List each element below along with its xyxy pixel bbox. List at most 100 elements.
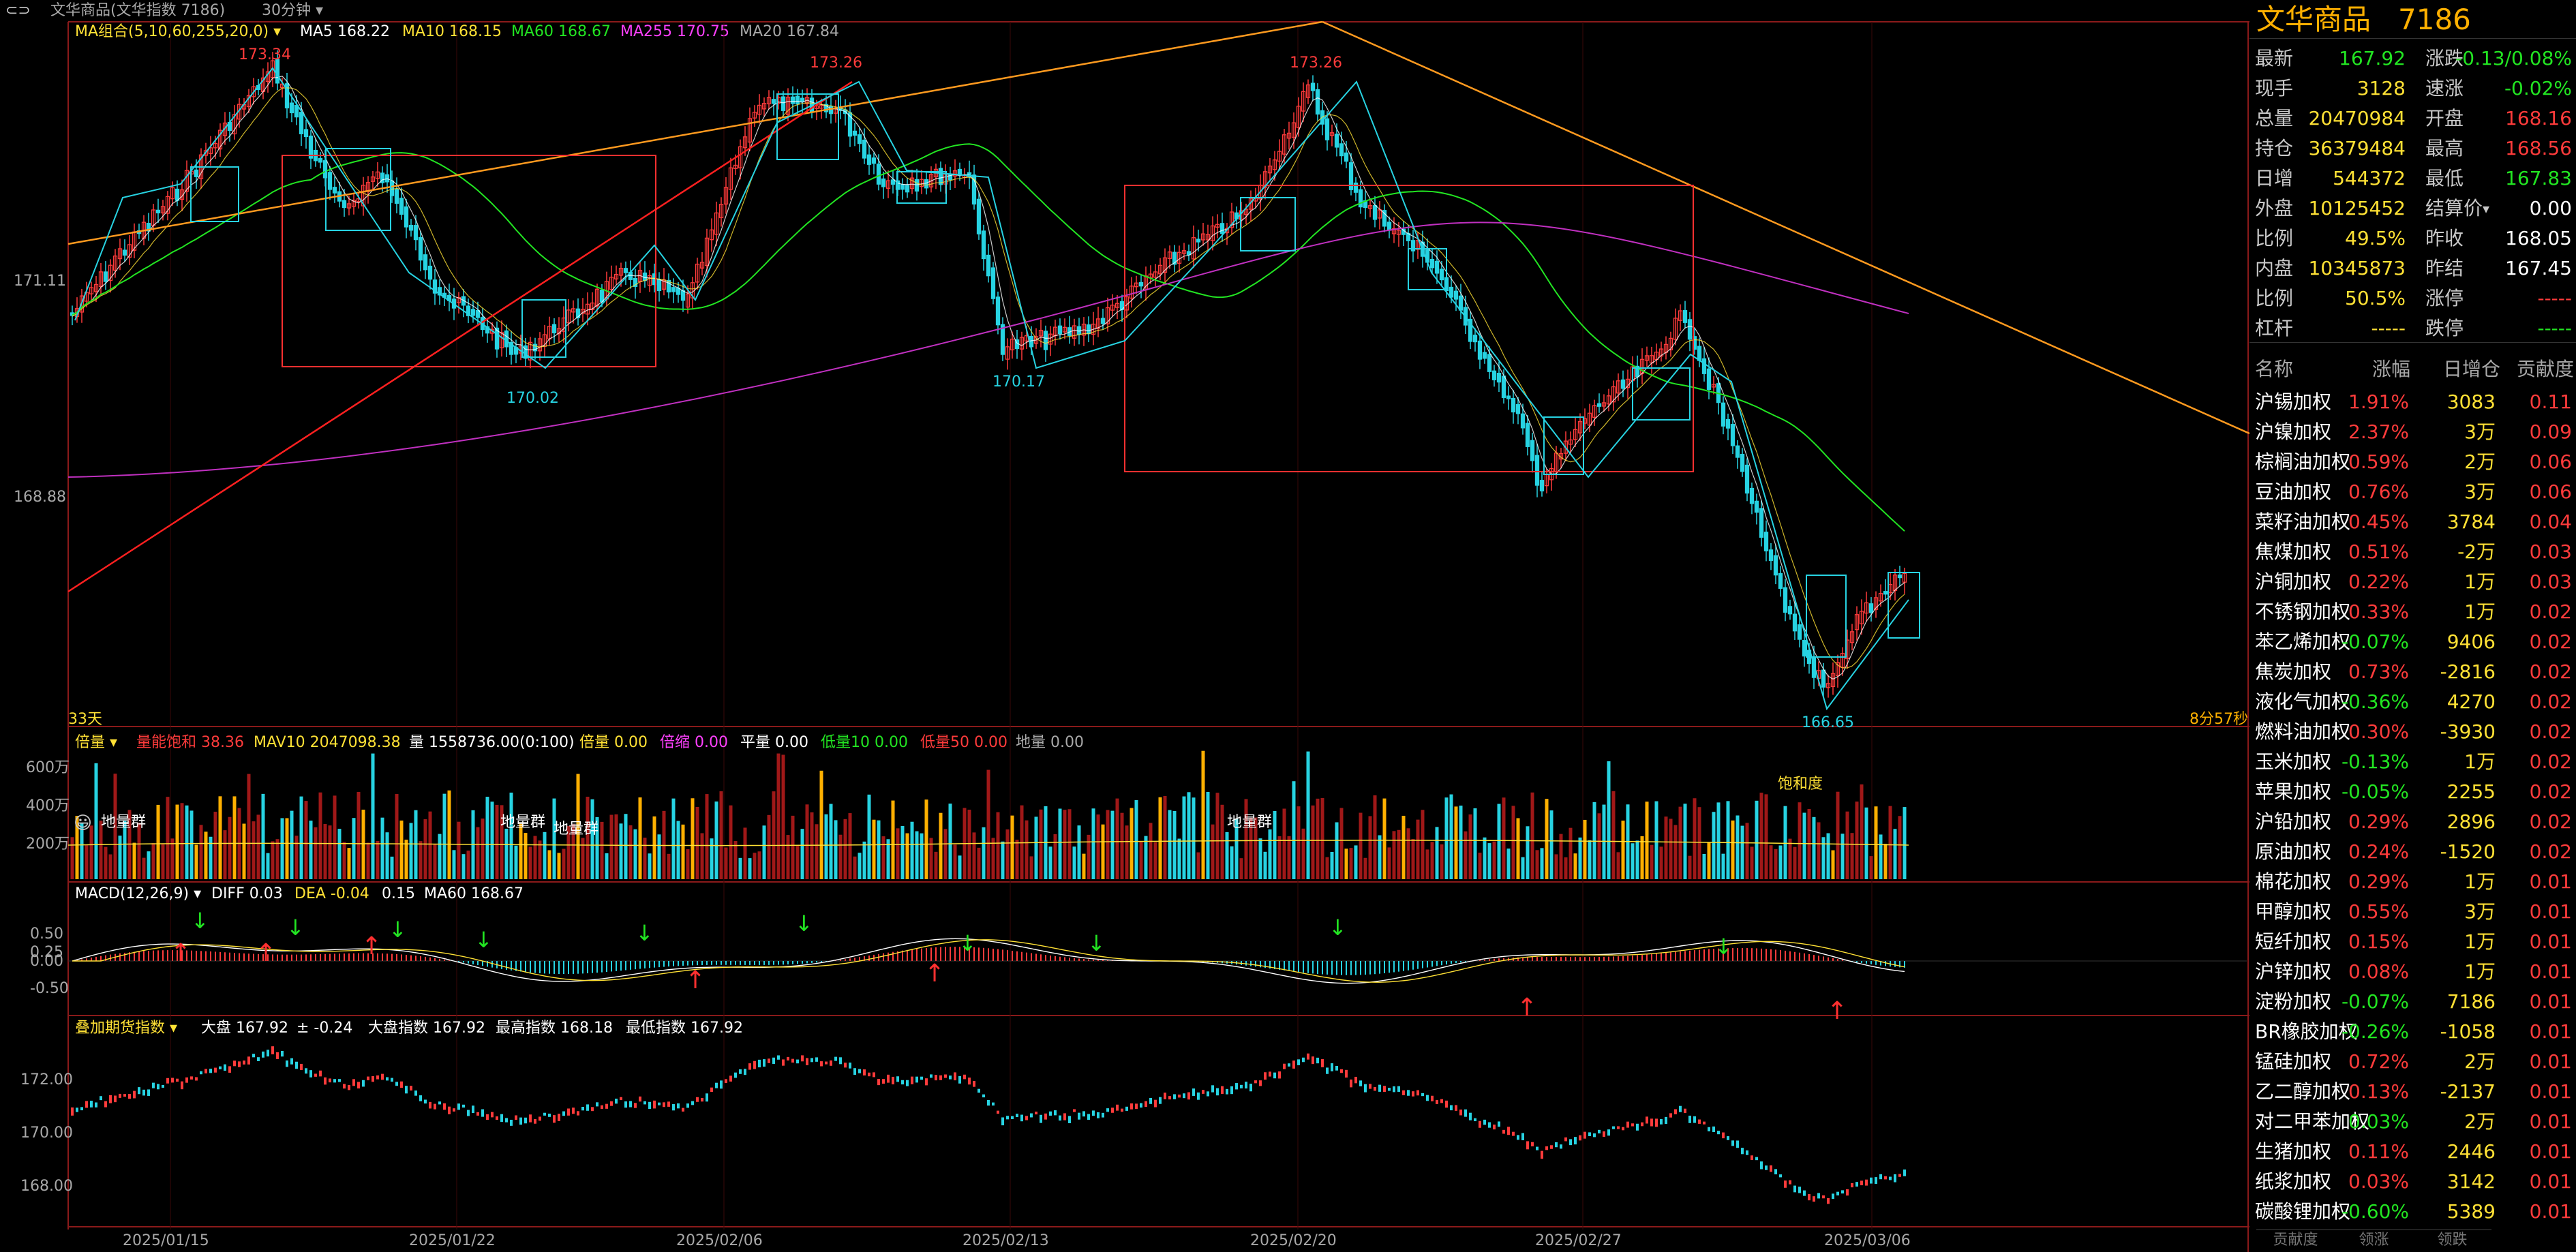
candle [308, 136, 314, 159]
component-contrib: 0.04 [2529, 510, 2572, 533]
overlay-candle [1440, 1099, 1443, 1103]
volume-indicator-selector[interactable]: 倍量 ▾ [75, 734, 118, 751]
volume-bar [533, 836, 537, 879]
trend-line [67, 80, 853, 593]
component-row[interactable]: 液化气加权 -0.36% 4270 0.02 [2249, 686, 2576, 716]
component-row[interactable]: 锰硅加权 0.72% 2万 0.01 [2249, 1045, 2576, 1075]
macd-selector[interactable]: MACD(12,26,9) ▾ [75, 885, 202, 902]
chevron-down-icon[interactable]: ▾ [2483, 200, 2490, 217]
buy-signal-arrow: ↑ [170, 939, 191, 967]
x-axis-label: 2025/01/22 [409, 1232, 496, 1249]
component-row[interactable]: 菜籽油加权 0.45% 3784 0.04 [2249, 506, 2576, 536]
high-annotation: 173.26 [1290, 55, 1342, 72]
component-row[interactable]: 沪镍加权 2.37% 3万 0.09 [2249, 416, 2576, 446]
volume-bar [781, 754, 785, 879]
component-row[interactable]: 碳酸锂加权 -0.60% 5389 0.01 [2249, 1195, 2576, 1225]
component-row[interactable]: 原油加权 0.24% -1520 0.02 [2249, 836, 2576, 866]
header-contrib[interactable]: 贡献度 [2517, 358, 2575, 380]
chart-canvas[interactable]: ↑ ↑ ↑↑ ↑↑ ↑↓ ↓ ↓ ↓ ↓ ↓↓ ↓↓↓ [0, 0, 2249, 1252]
component-row[interactable]: 短纤加权 0.15% 1万 0.01 [2249, 926, 2576, 956]
volume-bar [1053, 834, 1057, 879]
overlay-candle [114, 1095, 117, 1103]
overlay-candle [772, 1057, 775, 1064]
overlay-candle [1507, 1127, 1510, 1135]
overlay-candle [138, 1087, 140, 1095]
component-row[interactable]: 焦煤加权 0.51% -2万 0.03 [2249, 536, 2576, 566]
component-row[interactable]: 淀粉加权 -0.07% 7186 0.01 [2249, 986, 2576, 1016]
volume-bar [185, 805, 189, 879]
component-name: 甲醇加权 [2255, 900, 2332, 923]
volume-bar [628, 825, 633, 879]
header-change[interactable]: 涨幅 [2372, 358, 2411, 380]
component-change: 0.76% [2348, 480, 2409, 503]
component-name: 淀粉加权 [2255, 990, 2332, 1013]
component-row[interactable]: 苯乙烯加权 -0.07% 9406 0.02 [2249, 626, 2576, 656]
overlay-candle [581, 1106, 584, 1111]
candle [1219, 223, 1225, 234]
component-row[interactable]: BR橡胶加权 -0.26% -1058 0.01 [2249, 1016, 2576, 1045]
volume-bar [1621, 821, 1625, 879]
component-row[interactable]: 生猪加权 0.11% 2446 0.01 [2249, 1135, 2576, 1165]
component-row[interactable]: 豆油加权 0.76% 3万 0.06 [2249, 476, 2576, 506]
overlay-candle [1832, 1193, 1834, 1200]
menu-icon[interactable]: ⊂⊃ [5, 2, 31, 19]
component-row[interactable]: 棕榈油加权 0.59% 2万 0.06 [2249, 446, 2576, 476]
overlay-candle [343, 1084, 346, 1089]
overlay-candle [1393, 1086, 1395, 1093]
overlay-candle [1020, 1114, 1023, 1122]
volume-bar [1602, 804, 1606, 879]
quote-label: 跌停 [2425, 317, 2464, 339]
component-row[interactable]: 不锈钢加权 0.33% 1万 0.02 [2249, 596, 2576, 626]
component-row[interactable]: 纸浆加权 0.03% 3142 0.01 [2249, 1165, 2576, 1195]
component-row[interactable]: 苹果加权 -0.05% 2255 0.02 [2249, 776, 2576, 806]
tab-contribution[interactable]: 贡献度 [2256, 1230, 2335, 1251]
overlay-candle [262, 1051, 264, 1058]
candle [718, 204, 724, 219]
header-oi[interactable]: 日增仓 [2443, 358, 2501, 380]
volume-bar [757, 851, 761, 879]
volume-bar [605, 853, 609, 879]
component-row[interactable]: 对二甲苯加权 0.03% 2万 0.01 [2249, 1105, 2576, 1135]
overlay-candle [1340, 1069, 1343, 1073]
volume-bar [767, 814, 771, 879]
component-row[interactable]: 甲醇加权 0.55% 3万 0.01 [2249, 896, 2576, 926]
volume-bar [1239, 858, 1243, 879]
candle [175, 188, 180, 201]
volume-bar [476, 827, 480, 879]
saturation-marker: 饱和度 [1778, 776, 1823, 793]
component-row[interactable]: 乙二醇加权 0.13% -2137 0.01 [2249, 1075, 2576, 1105]
volume-bar [691, 798, 695, 879]
volume-bar [891, 800, 895, 879]
component-row[interactable]: 沪锡加权 1.91% 3083 0.11 [2249, 386, 2576, 416]
overlay-candle [1626, 1121, 1629, 1128]
candle [1310, 82, 1316, 91]
volume-bar [791, 815, 795, 879]
component-row[interactable]: 棉花加权 0.29% 1万 0.01 [2249, 866, 2576, 896]
component-row[interactable]: 玉米加权 -0.13% 1万 0.02 [2249, 746, 2576, 776]
trend-line [1322, 20, 2249, 435]
overlay-candle [1803, 1190, 1806, 1196]
volume-bar [977, 847, 981, 879]
component-row[interactable]: 沪铜加权 0.22% 1万 0.03 [2249, 566, 2576, 596]
overlay-selector[interactable]: 叠加期货指数 ▾ [75, 1020, 178, 1037]
overlay-candle [376, 1075, 379, 1080]
period-selector[interactable]: 30分钟 ▾ [262, 2, 324, 19]
volume-bar [1163, 795, 1167, 879]
volume-bar [481, 818, 485, 879]
overlay-candle [372, 1075, 374, 1082]
volume-bar [1640, 836, 1644, 879]
component-row[interactable]: 燃料油加权 0.30% -3930 0.02 [2249, 716, 2576, 746]
component-row[interactable]: 沪锌加权 0.08% 1万 0.01 [2249, 956, 2576, 986]
smiley-icon[interactable]: 😃 [74, 813, 93, 834]
ma-legend-label[interactable]: MA组合(5,10,60,255,20,0) ▾ [75, 23, 282, 40]
volume-bar [490, 801, 494, 879]
component-row[interactable]: 沪铅加权 0.29% 2896 0.02 [2249, 806, 2576, 836]
tab-leading-gainers[interactable]: 领涨 [2335, 1230, 2413, 1251]
quote-label: 速涨 [2425, 77, 2464, 100]
component-change: 0.72% [2348, 1050, 2409, 1073]
component-row[interactable]: 焦炭加权 0.73% -2816 0.02 [2249, 656, 2576, 686]
settle-label[interactable]: 结算价 [2425, 197, 2483, 219]
header-name[interactable]: 名称 [2255, 358, 2294, 380]
component-name: 焦煤加权 [2255, 540, 2332, 563]
tab-leading-losers[interactable]: 领跌 [2413, 1230, 2491, 1251]
